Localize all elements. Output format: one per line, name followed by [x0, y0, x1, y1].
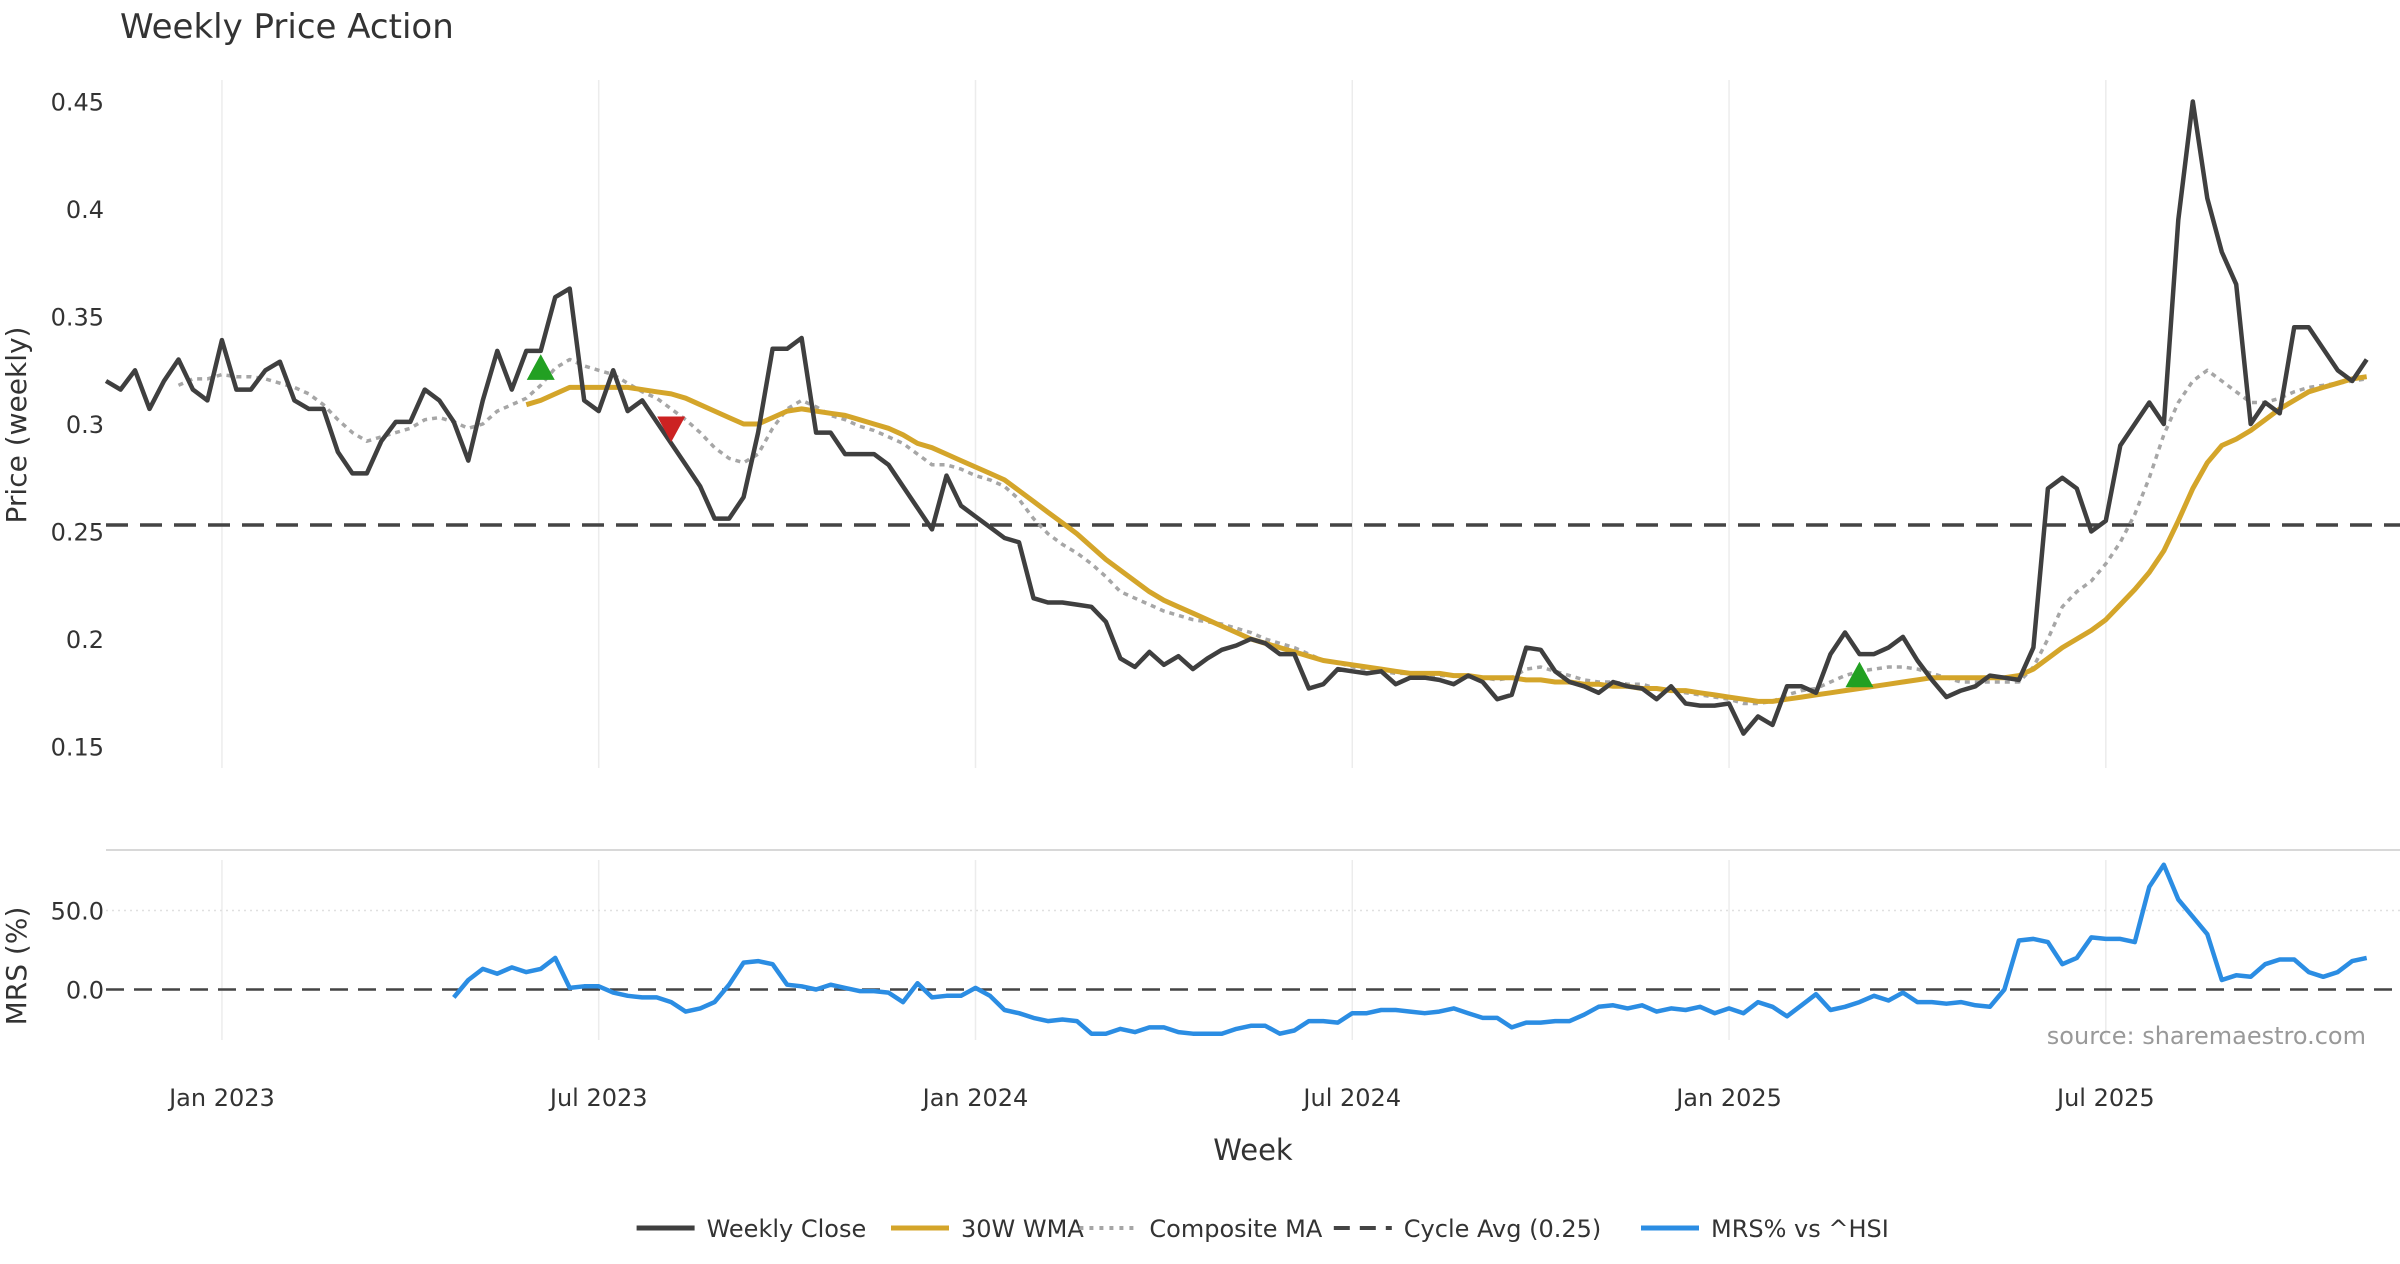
x-tick-label: Jul 2025	[2055, 1084, 2155, 1112]
legend-label: 30W WMA	[961, 1215, 1084, 1243]
sell-signal-marker-1	[657, 416, 686, 443]
price-y-tick-label: 0.3	[66, 411, 104, 439]
legend-label: Cycle Avg (0.25)	[1404, 1215, 1601, 1243]
signal-markers	[526, 354, 1874, 688]
price-y-tick-label: 0.45	[51, 89, 104, 117]
price-y-ticks: 0.15 0.2 0.25 0.3 0.35 0.4 0.45	[51, 89, 104, 762]
price-gridlines	[221, 80, 2107, 768]
buy-signal-marker-0	[526, 354, 555, 380]
mrs-y-tick-label: 0.0	[66, 976, 104, 1004]
price-y-axis-label: Price (weekly)	[0, 327, 33, 524]
mrs-y-ticks: 0.0 50.0	[51, 898, 104, 1005]
price-y-tick-label: 0.4	[66, 196, 104, 224]
mrs-gridlines	[106, 860, 2400, 1040]
series-line-30w-wma	[525, 374, 2368, 704]
x-axis-label: Week	[1213, 1133, 1293, 1167]
legend-label: Weekly Close	[707, 1215, 867, 1243]
source-text: source: sharemaestro.com	[2047, 1022, 2366, 1050]
x-tick-label: Jul 2023	[548, 1084, 648, 1112]
legend-label: MRS% vs ^HSI	[1711, 1215, 1889, 1243]
x-tick-label: Jan 2024	[921, 1084, 1029, 1112]
mrs-y-tick-label: 50.0	[51, 898, 104, 926]
x-tick-label: Jul 2024	[1301, 1084, 1401, 1112]
price-y-tick-label: 0.35	[51, 304, 104, 332]
legend-label: Composite MA	[1149, 1215, 1322, 1243]
price-y-tick-label: 0.25	[51, 519, 104, 547]
price-y-tick-label: 0.2	[66, 626, 104, 654]
x-axis-ticks: Jan 2023 Jul 2023 Jan 2024 Jul 2024 Jan 2025…	[167, 1084, 2155, 1112]
legend: Weekly Close 30W WMA Composite MA Cycle Avg…	[636, 1215, 1889, 1243]
price-y-tick-label: 0.15	[51, 734, 104, 762]
x-tick-label: Jan 2025	[1674, 1084, 1782, 1112]
chart-title: Weekly Price Action	[120, 7, 454, 47]
mrs-y-axis-label: MRS (%)	[0, 907, 33, 1026]
price-series	[104, 99, 2369, 736]
buy-signal-marker-2	[1845, 661, 1874, 688]
x-tick-label: Jan 2023	[167, 1084, 275, 1112]
series-line-mrs-vs-hsi	[452, 862, 2368, 1036]
series-line-weekly-close	[104, 99, 2369, 736]
mrs-series	[452, 862, 2368, 1036]
